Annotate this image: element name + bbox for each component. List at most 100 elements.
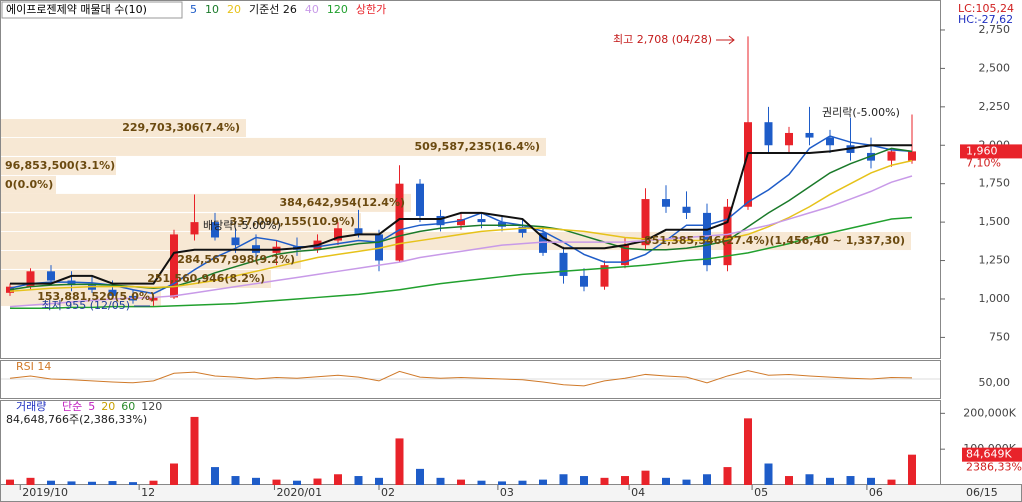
candle-body — [723, 206, 732, 266]
rsi-panel — [0, 360, 941, 399]
volume-bar — [785, 476, 793, 485]
candle-body — [67, 280, 76, 286]
candle-body — [108, 289, 117, 296]
volume-bar — [600, 477, 609, 485]
candle-body — [785, 132, 793, 146]
candle-body — [580, 275, 588, 287]
y-tick-label: 2,500 — [979, 61, 1011, 74]
candle-body — [170, 234, 178, 298]
volume-bar — [436, 477, 445, 485]
legend-entry: 60 — [121, 400, 135, 413]
volume-bar — [641, 470, 650, 485]
volume-bar — [826, 477, 834, 485]
candle-body — [539, 232, 547, 253]
volume-profile-label: 153,881,520(5.0%) — [37, 290, 155, 303]
legend-entry: 120 — [141, 400, 162, 413]
legend-entry: 기준선 26 — [249, 3, 297, 16]
candle-body — [518, 226, 527, 233]
candle-body — [334, 228, 342, 241]
volume-profile-band — [1, 157, 116, 176]
last-change: 7,10% — [966, 156, 1001, 169]
volume-bar — [190, 416, 199, 485]
x-tick-label: 12 — [141, 486, 155, 499]
x-tick-label: 2020/01 — [276, 486, 322, 499]
header-box — [1, 1, 183, 19]
x-tick-label: 03 — [500, 486, 514, 499]
volume-profile-band — [1, 193, 411, 212]
annotation: 권리락(-5.00%) — [822, 106, 900, 119]
candle-body — [805, 132, 814, 138]
candle-body — [88, 285, 96, 290]
hc-label: HC:-27,62 — [958, 13, 1013, 26]
candle-body — [416, 183, 424, 216]
volume-bar — [272, 479, 281, 485]
volume-bar — [149, 480, 158, 485]
volume-bar — [375, 477, 383, 485]
lc-label: LC:105,24 — [958, 2, 1014, 15]
volume-bar — [252, 477, 260, 485]
candle-body — [744, 122, 752, 207]
volume-bar — [313, 478, 322, 485]
candle-body — [395, 183, 404, 261]
volume-bar — [682, 479, 691, 485]
volume-profile-label: 509,587,235(16.4%) — [415, 140, 540, 153]
moving-average — [9, 175, 913, 308]
volume-bar — [67, 481, 76, 485]
y-tick-label: 1,000 — [979, 292, 1011, 305]
volume-bar — [293, 480, 301, 485]
candle-body — [826, 137, 834, 146]
y-tick-label: 1,250 — [979, 254, 1011, 267]
candle-body — [621, 245, 629, 266]
candle-body — [641, 199, 650, 246]
volume-bar — [867, 477, 875, 485]
moving-average — [9, 135, 913, 295]
legend-entry: 상한가 — [356, 3, 386, 16]
volume-bar — [6, 479, 14, 485]
volume-bar — [211, 467, 219, 485]
volume-bar — [416, 468, 424, 485]
volume-profile-band — [1, 250, 301, 269]
candle-body — [559, 252, 568, 276]
volume-bar — [395, 438, 404, 485]
y-tick-label: 1,500 — [979, 215, 1011, 228]
volume-bar — [805, 474, 814, 485]
annotation: 최고 2,708 (04/28) — [613, 33, 712, 46]
volume-profile-label: 96,853,500(3.1%) — [5, 159, 115, 172]
volume-profile-label: 384,642,954(12.4%) — [280, 196, 405, 209]
candle-body — [457, 219, 465, 226]
x-tick-label: 05 — [754, 486, 768, 499]
volume-profile-band — [1, 232, 911, 251]
candle-body — [908, 151, 916, 161]
volume-bar — [846, 476, 855, 485]
volume-info: 84,648,766주(2,386,33%) — [6, 413, 147, 426]
legend-entry: 20 — [101, 400, 115, 413]
y-tick-label: 200,000K — [963, 406, 1016, 419]
x-tick-label: 06 — [869, 486, 883, 499]
moving-average — [9, 159, 913, 293]
y-tick-label: 50,00 — [979, 376, 1011, 389]
arrow — [716, 35, 735, 45]
candle-body — [436, 215, 445, 226]
last-price: 1,960 — [966, 144, 998, 157]
volume-bar — [559, 474, 568, 485]
candle-body — [498, 222, 506, 227]
legend-entry: 10 — [205, 3, 219, 16]
volume-profile-label: 251,560,946(8.2%) — [147, 272, 265, 285]
volume-bar — [764, 463, 773, 485]
volume-bar — [477, 480, 486, 485]
volume-bar — [662, 477, 670, 485]
legend-entry: 단순 — [62, 400, 82, 413]
volume-profile-band — [1, 119, 246, 138]
y-tick-label: 1,750 — [979, 177, 1011, 190]
volume-bar — [539, 479, 547, 485]
last-volume-box — [962, 447, 1022, 462]
last-volume: 84,649K — [966, 448, 1012, 461]
volume-bar — [129, 482, 137, 485]
price-panel — [0, 0, 941, 359]
volume-bar — [47, 480, 55, 485]
volume-bar — [170, 463, 178, 485]
volume-bar — [26, 477, 35, 485]
volume-bar — [334, 474, 342, 485]
moving-average — [10, 216, 913, 309]
